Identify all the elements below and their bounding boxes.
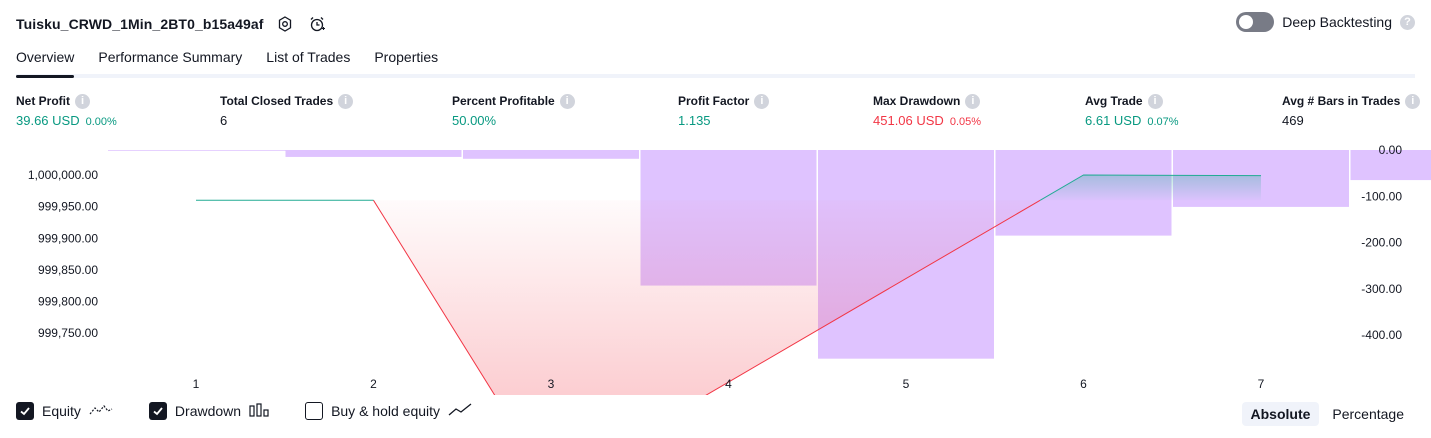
- drawdown-bar: [463, 150, 639, 159]
- checkbox-unchecked-icon[interactable]: [305, 402, 324, 420]
- metric-label: Max Drawdown: [873, 94, 961, 108]
- equity-drawdown-chart[interactable]: 1,000,000.00 999,950.00 999,900.00 999,850.…: [0, 140, 1431, 395]
- x-axis-tick: 4: [725, 377, 732, 391]
- legend-label: Buy & hold equity: [331, 403, 441, 419]
- metric-label: Avg # Bars in Trades: [1282, 94, 1401, 108]
- chart-legend: Equity Drawdown Buy & hold equity: [16, 402, 472, 420]
- metric-avg-bars-in-trades: Avg # Bars in Trades i 469: [1282, 93, 1421, 128]
- tab-performance-summary[interactable]: Performance Summary: [98, 49, 243, 65]
- deep-backtesting-label: Deep Backtesting: [1282, 14, 1392, 30]
- alarm-clock-icon[interactable]: [306, 13, 328, 35]
- left-axis-tick: 1,000,000.00: [28, 168, 98, 182]
- help-icon[interactable]: ?: [1400, 14, 1415, 30]
- tab-properties[interactable]: Properties: [374, 49, 439, 65]
- right-axis-tick: -400.00: [1361, 328, 1402, 342]
- value-mode-switch: Absolute Percentage: [1241, 402, 1414, 426]
- equity-line-down: [373, 199, 1041, 395]
- metric-value: 6: [220, 113, 228, 128]
- legend-drawdown[interactable]: Drawdown: [148, 402, 269, 420]
- metric-profit-factor: Profit Factor i 1.135: [678, 93, 770, 128]
- metric-percent-profitable: Percent Profitable i 50.00%: [452, 93, 575, 128]
- metric-avg-trade: Avg Trade i 6.61 USD 0.07%: [1085, 93, 1179, 128]
- metric-percent: 0.07%: [1147, 116, 1179, 128]
- drawdown-bars-icon: [249, 402, 269, 420]
- info-icon[interactable]: i: [965, 93, 981, 109]
- legend-label: Drawdown: [174, 403, 242, 419]
- report-header: Tuisku_CRWD_1Min_2BT0_b15a49af: [16, 12, 328, 36]
- metric-label: Percent Profitable: [452, 94, 555, 108]
- info-icon[interactable]: i: [754, 93, 770, 109]
- buy-hold-line-icon: [448, 402, 472, 420]
- right-axis-tick: -100.00: [1361, 189, 1402, 203]
- checkbox-checked-icon[interactable]: [16, 402, 34, 420]
- x-axis-tick: 7: [1258, 377, 1265, 391]
- info-icon[interactable]: i: [1147, 93, 1163, 109]
- metric-value: 451.06 USD: [873, 113, 944, 128]
- info-icon[interactable]: i: [1405, 93, 1421, 109]
- left-axis-tick: 999,950.00: [38, 200, 98, 214]
- left-axis-tick: 999,850.00: [38, 263, 98, 277]
- report-tabs: Overview Performance Summary List of Tra…: [16, 46, 1415, 78]
- metric-value: 469: [1282, 113, 1304, 128]
- strategy-title: Tuisku_CRWD_1Min_2BT0_b15a49af: [16, 16, 264, 32]
- right-axis-tick: -200.00: [1361, 236, 1402, 250]
- left-axis-tick: 999,800.00: [38, 295, 98, 309]
- checkbox-checked-icon[interactable]: [148, 402, 167, 420]
- equity-line-up: [1039, 174, 1262, 201]
- right-axis-tick: -300.00: [1361, 282, 1402, 296]
- legend-buy-hold-equity[interactable]: Buy & hold equity: [305, 402, 472, 420]
- metric-percent: 0.05%: [949, 116, 982, 128]
- tab-list-of-trades[interactable]: List of Trades: [266, 49, 351, 65]
- metric-net-profit: Net Profit i 39.66 USD 0.00%: [16, 93, 117, 128]
- info-icon[interactable]: i: [338, 93, 354, 109]
- metric-total-closed-trades: Total Closed Trades i 6: [220, 93, 354, 128]
- metric-value: 50.00%: [452, 113, 497, 128]
- settings-icon[interactable]: [274, 13, 296, 35]
- drawdown-bar: [285, 150, 462, 157]
- legend-label: Equity: [42, 403, 81, 419]
- equity-line-icon: [89, 403, 113, 420]
- metric-value: 39.66 USD: [16, 113, 80, 128]
- metric-label: Profit Factor: [678, 94, 750, 108]
- absolute-button[interactable]: Absolute: [1241, 402, 1320, 426]
- info-icon[interactable]: i: [75, 93, 90, 109]
- x-axis-tick: 1: [193, 377, 200, 391]
- tab-overview[interactable]: Overview: [16, 46, 75, 78]
- metric-label: Avg Trade: [1085, 94, 1143, 108]
- x-axis-tick: 3: [548, 377, 555, 391]
- left-axis-tick: 999,900.00: [38, 231, 98, 245]
- metric-value: 6.61 USD: [1085, 113, 1142, 128]
- info-icon[interactable]: i: [559, 93, 575, 109]
- x-axis-tick: 5: [903, 377, 910, 391]
- x-axis-tick: 6: [1080, 377, 1087, 391]
- metric-percent: 0.00%: [85, 116, 117, 128]
- deep-backtesting-toggle[interactable]: [1236, 12, 1275, 32]
- left-axis-tick: 999,750.00: [38, 326, 98, 340]
- metric-max-drawdown: Max Drawdown i 451.06 USD 0.05%: [873, 93, 981, 128]
- drawdown-bar: [1350, 150, 1431, 181]
- drawdown-baseline: [108, 150, 286, 151]
- equity-loss-area: [373, 200, 1041, 395]
- legend-equity[interactable]: Equity: [16, 402, 113, 420]
- x-axis-tick: 2: [370, 377, 377, 391]
- equity-gain-area: [1040, 175, 1261, 201]
- metric-value: 1.135: [678, 113, 711, 128]
- metric-label: Net Profit: [16, 94, 70, 108]
- right-axis-tick: 0.00: [1379, 143, 1403, 157]
- metric-label: Total Closed Trades: [220, 94, 334, 108]
- deep-backtesting-control: Deep Backtesting ?: [1236, 12, 1415, 32]
- percentage-button[interactable]: Percentage: [1332, 406, 1404, 422]
